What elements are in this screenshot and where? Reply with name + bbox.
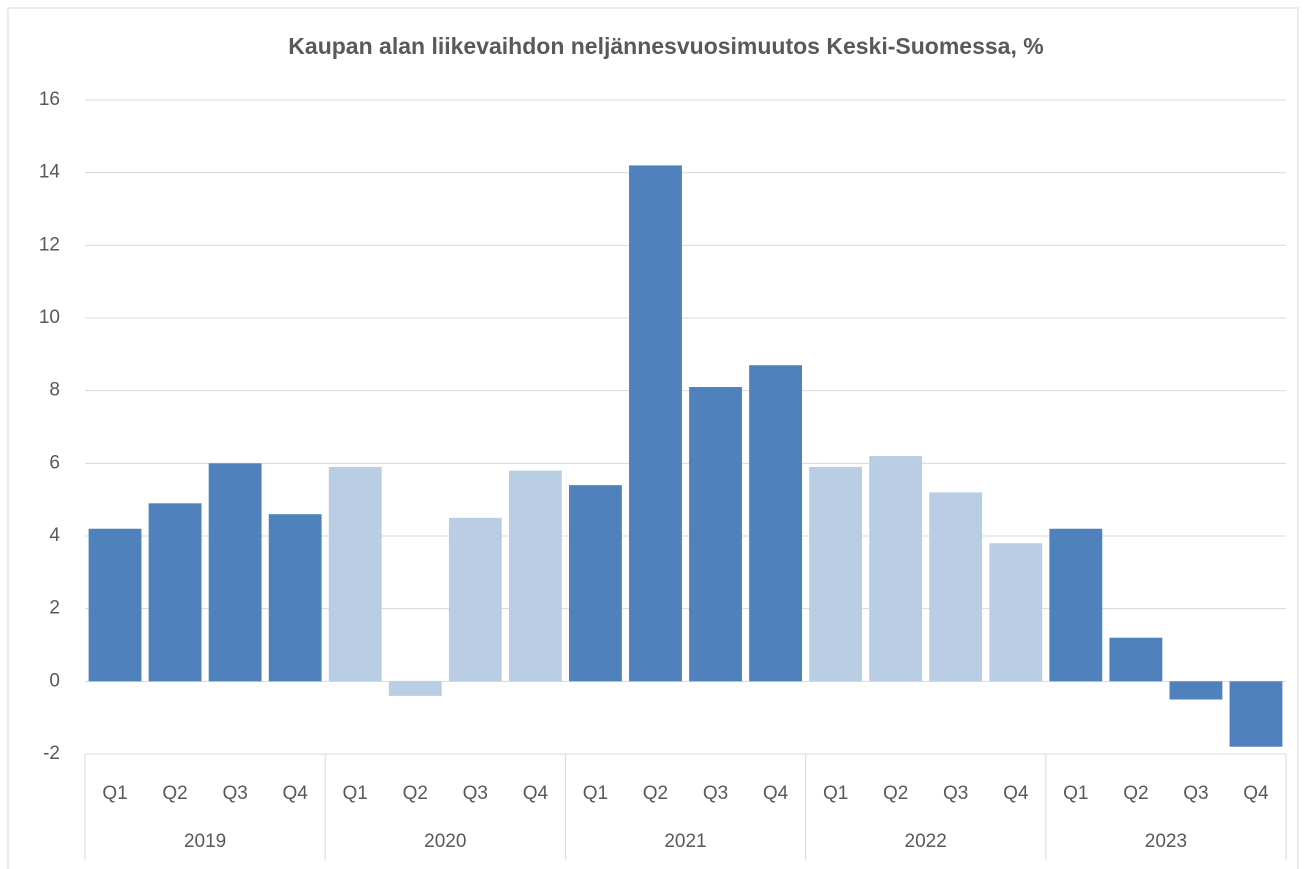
group-label: 2022 [905,831,947,852]
bar [1109,637,1163,682]
bar [1049,528,1103,682]
y-tick-label: 10 [39,307,60,328]
y-tick-label: 2 [49,598,60,619]
x-tick-label: Q4 [1003,783,1029,804]
x-tick-label: Q2 [883,783,908,804]
bar [569,485,622,682]
bar [268,514,322,682]
bar [809,466,863,682]
x-tick-label: Q1 [102,783,127,804]
bar [88,528,142,682]
x-tick-label: Q2 [643,783,668,804]
group-label: 2019 [184,831,226,852]
x-tick-label: Q2 [1123,783,1148,804]
group-label: 2020 [424,831,466,852]
x-tick-label: Q3 [463,783,488,804]
y-tick-label: 14 [39,162,61,183]
x-tick-label: Q4 [523,783,549,804]
bar [989,543,1043,682]
x-tick-label: Q2 [162,783,187,804]
y-tick-label: 8 [49,380,60,401]
x-tick-label: Q3 [1183,783,1208,804]
x-tick-label: Q2 [403,783,428,804]
bar [148,503,202,682]
group-label: 2023 [1145,831,1187,852]
bar [448,517,502,682]
bar [328,466,382,682]
y-tick-label: 4 [49,525,60,546]
bar [388,681,442,696]
y-tick-label: 16 [39,89,60,110]
bar [629,165,682,682]
chart-title: Kaupan alan liikevaihdon neljännesvuosim… [288,33,1043,59]
x-tick-label: Q3 [943,783,968,804]
bar [689,387,742,682]
x-tick-label: Q1 [1063,783,1088,804]
y-tick-label: 0 [49,670,60,691]
bar [869,456,923,682]
bar [929,492,983,682]
y-tick-label: 12 [39,234,60,255]
x-tick-label: Q3 [703,783,728,804]
x-tick-label: Q3 [222,783,247,804]
bar [749,365,802,682]
bar [208,463,262,682]
bar [1169,681,1223,700]
x-tick-label: Q4 [1243,783,1269,804]
x-tick-label: Q1 [823,783,848,804]
y-tick-label: 6 [49,452,60,473]
y-tick-label: -2 [43,743,60,764]
group-label: 2021 [664,831,706,852]
x-tick-label: Q4 [763,783,789,804]
bar [508,470,562,682]
x-tick-label: Q4 [282,783,308,804]
x-tick-label: Q1 [583,783,608,804]
bar [1229,681,1283,747]
x-tick-label: Q1 [343,783,368,804]
